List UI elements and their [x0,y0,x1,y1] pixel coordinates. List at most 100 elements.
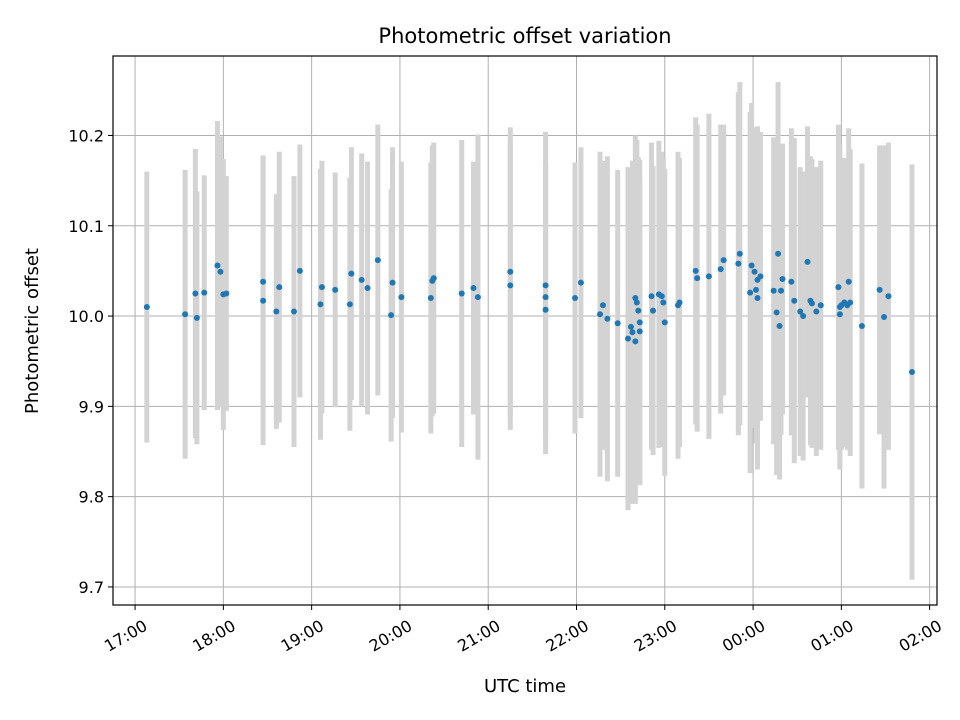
data-point [845,278,852,285]
data-point [182,311,189,318]
data-point [632,338,639,345]
data-point [143,304,150,311]
data-point [788,278,795,285]
data-point [876,286,883,293]
x-axis-label: UTC time [484,676,566,697]
data-point [736,250,743,257]
data-point [779,276,786,283]
data-point [636,328,643,335]
data-point [398,294,405,301]
data-point [847,299,854,306]
y-axis-label: Photometric offset [22,248,43,414]
data-point [577,279,584,286]
data-point [817,302,824,309]
data-point [193,314,200,321]
data-point [427,294,434,301]
data-point [881,313,888,320]
data-point [346,301,353,308]
data-point [296,267,303,274]
data-point [474,294,481,301]
data-point [800,313,807,320]
data-point [201,289,208,296]
data-point [808,300,815,307]
data-point [430,275,437,282]
data-point [813,308,820,315]
data-point [358,276,365,283]
data-point [632,294,639,301]
data-point [757,273,764,280]
data-point [192,290,199,297]
data-point [748,262,755,269]
data-point [348,270,355,277]
data-point [220,291,227,298]
data-point [604,315,611,322]
data-point [625,335,631,342]
data-point [836,311,843,318]
data-point [797,308,804,315]
data-point [507,268,514,275]
data-point [692,267,699,274]
data-point [635,307,642,314]
data-point [717,266,724,273]
data-point [374,257,381,264]
y-tick-label: 9.9 [79,397,104,416]
data-point [276,284,283,291]
data-point [214,262,221,269]
data-point [747,289,754,296]
data-point [676,299,683,306]
data-point [599,302,606,309]
data-point [542,282,549,289]
data-point [776,322,783,329]
y-tick-label: 10.2 [68,126,104,145]
data-point [633,299,640,306]
data-points [143,250,915,376]
data-point [627,323,634,330]
data-point [470,285,477,292]
chart-title: Photometric offset variation [378,24,671,48]
y-axis-ticks: 9.7 9.8 9.9 10.0 10.1 10.2 [68,126,113,597]
data-point [290,308,297,315]
data-point [660,299,667,306]
data-point [661,319,668,326]
data-point [364,285,371,292]
data-point [648,293,655,300]
data-point [658,293,665,300]
plot-frame [112,55,938,606]
data-point [629,329,636,336]
data-point [597,311,604,318]
data-point [650,307,657,314]
data-point [318,284,325,291]
data-point [754,294,761,301]
y-tick-label: 9.7 [79,578,104,597]
data-point [572,294,579,301]
data-point [332,286,339,293]
data-point [778,287,785,294]
y-tick-label: 10.1 [68,217,104,236]
data-point [705,273,712,280]
data-point [388,312,395,319]
data-point [389,279,396,286]
data-point [858,322,865,329]
data-point [217,268,224,275]
data-point [614,320,621,327]
data-point [273,308,280,315]
data-point [636,319,643,326]
data-point [260,278,267,285]
data-point [835,284,842,291]
data-point [908,369,915,376]
data-point [773,309,780,316]
data-point [260,297,267,304]
data-point [720,257,727,264]
data-point [735,260,742,267]
data-point [751,268,758,275]
data-point [694,275,701,282]
data-point [753,286,760,293]
data-point [458,290,465,297]
data-point [885,293,892,300]
data-point [317,301,324,308]
data-point [542,306,549,313]
data-point [791,297,798,304]
data-point [775,250,782,257]
data-point [507,282,514,289]
